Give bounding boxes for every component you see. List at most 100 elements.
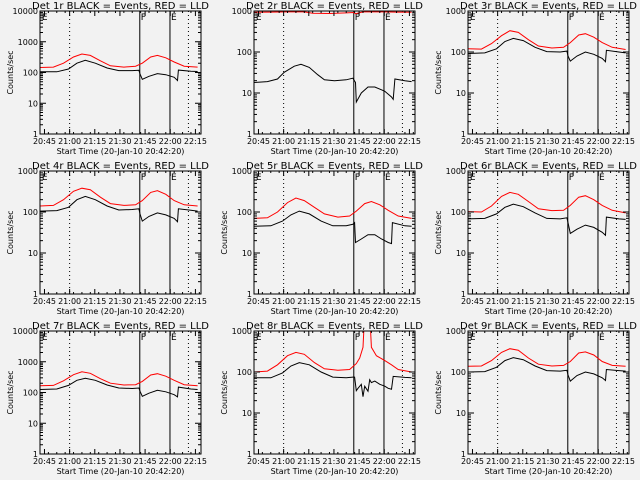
x-tick-label: 21:15 xyxy=(83,297,106,306)
y-tick-label: 10 xyxy=(242,89,252,98)
y-tick-label: 1 xyxy=(247,450,252,459)
marker-label-e: E xyxy=(171,13,177,23)
x-tick-label: 22:15 xyxy=(184,297,207,306)
x-tick-label: 21:45 xyxy=(562,457,585,466)
y-axis-label: Counts/sec xyxy=(434,210,443,254)
x-tick-label: 22:15 xyxy=(184,137,207,146)
x-tick-label: 22:00 xyxy=(159,457,182,466)
x-tick-label: 22:15 xyxy=(184,457,207,466)
plot-frame xyxy=(253,10,416,135)
panel-title: Det 7r BLACK = Events, RED = LLD xyxy=(32,321,209,332)
x-tick-label: 21:00 xyxy=(58,137,81,146)
x-tick-label: 21:30 xyxy=(322,137,345,146)
panel-title: Det 5r BLACK = Events, RED = LLD xyxy=(246,161,423,172)
x-axis-label: Start Time (20-Jan-10 20:42:20) xyxy=(271,467,399,476)
x-tick-label: 20:45 xyxy=(33,137,56,146)
y-tick-label: 100 xyxy=(451,208,466,217)
marker-label-e: E xyxy=(256,13,262,23)
x-axis-label: Start Time (20-Jan-10 20:42:20) xyxy=(485,467,613,476)
y-tick-label: 10 xyxy=(456,409,466,418)
x-tick-label: 20:45 xyxy=(247,137,270,146)
plot-frame xyxy=(253,170,416,295)
x-tick-label: 21:15 xyxy=(297,297,320,306)
y-tick-label: 10000 xyxy=(13,7,38,16)
series-line-events xyxy=(40,377,198,398)
panel-title: Det 2r BLACK = Events, RED = LLD xyxy=(246,1,423,12)
x-tick-label: 22:00 xyxy=(159,137,182,146)
x-tick-label: 21:45 xyxy=(134,137,157,146)
marker-label-e: E xyxy=(42,333,48,343)
x-tick-label: 22:15 xyxy=(398,137,421,146)
y-tick-label: 1 xyxy=(461,290,466,299)
x-tick-label: 20:45 xyxy=(33,457,56,466)
plot-frame xyxy=(467,330,630,455)
x-tick-label: 21:00 xyxy=(58,297,81,306)
y-axis-label: Counts/sec xyxy=(434,370,443,414)
x-tick-label: 21:45 xyxy=(134,457,157,466)
y-tick-label: 1000 xyxy=(232,7,252,16)
marker-label-e: E xyxy=(42,13,48,23)
y-tick-label: 10 xyxy=(28,419,38,428)
y-tick-label: 100 xyxy=(237,48,252,57)
panel-title: Det 4r BLACK = Events, RED = LLD xyxy=(32,161,209,172)
marker-label-f: F xyxy=(141,173,146,183)
x-tick-label: 21:00 xyxy=(58,457,81,466)
marker-label-f: F xyxy=(355,333,360,343)
y-tick-label: 100 xyxy=(237,208,252,217)
x-tick-label: 21:30 xyxy=(322,297,345,306)
panel-title: Det 3r BLACK = Events, RED = LLD xyxy=(460,1,637,12)
marker-label-e: E xyxy=(385,333,391,343)
series-line-events xyxy=(468,37,626,63)
plot-frame xyxy=(467,170,630,295)
marker-label-e: E xyxy=(599,173,605,183)
x-tick-label: 21:45 xyxy=(134,297,157,306)
x-tick-label: 21:30 xyxy=(108,137,131,146)
marker-label-e: E xyxy=(470,333,476,343)
x-tick-label: 21:15 xyxy=(511,137,534,146)
x-tick-label: 21:15 xyxy=(83,137,106,146)
series-line-lld xyxy=(254,197,412,219)
panel-title: Det 9r BLACK = Events, RED = LLD xyxy=(460,321,637,332)
x-tick-label: 21:00 xyxy=(272,297,295,306)
series-line-lld xyxy=(40,53,198,68)
y-tick-label: 1000 xyxy=(446,7,466,16)
marker-label-f: F xyxy=(569,333,574,343)
x-tick-label: 22:15 xyxy=(612,137,635,146)
y-tick-label: 1 xyxy=(461,450,466,459)
plot-frame xyxy=(39,330,202,455)
panel-title: Det 6r BLACK = Events, RED = LLD xyxy=(460,161,637,172)
series-line-events xyxy=(254,63,412,104)
x-tick-label: 21:45 xyxy=(348,137,371,146)
series-line-events xyxy=(468,203,626,237)
y-tick-label: 10000 xyxy=(13,327,38,336)
x-tick-label: 21:15 xyxy=(83,457,106,466)
x-axis-label: Start Time (20-Jan-10 20:42:20) xyxy=(485,307,613,316)
x-tick-label: 21:45 xyxy=(562,137,585,146)
y-tick-label: 100 xyxy=(23,208,38,217)
marker-label-e: E xyxy=(42,173,48,183)
x-tick-label: 21:30 xyxy=(536,457,559,466)
y-tick-label: 1 xyxy=(461,130,466,139)
marker-label-f: F xyxy=(141,13,146,23)
x-tick-label: 20:45 xyxy=(461,297,484,306)
y-tick-label: 1 xyxy=(247,130,252,139)
x-tick-label: 21:00 xyxy=(486,457,509,466)
series-line-lld xyxy=(254,330,412,373)
y-tick-label: 1000 xyxy=(232,327,252,336)
x-tick-label: 21:30 xyxy=(108,457,131,466)
series-line-events xyxy=(254,362,412,397)
y-tick-label: 1000 xyxy=(232,167,252,176)
x-tick-label: 21:00 xyxy=(272,457,295,466)
plot-frame xyxy=(39,170,202,295)
y-tick-label: 100 xyxy=(23,389,38,398)
y-tick-label: 100 xyxy=(451,48,466,57)
marker-label-e: E xyxy=(385,173,391,183)
